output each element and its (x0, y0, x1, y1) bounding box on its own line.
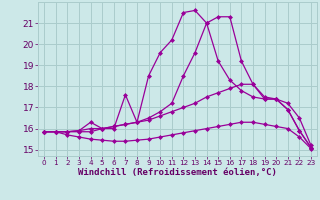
X-axis label: Windchill (Refroidissement éolien,°C): Windchill (Refroidissement éolien,°C) (78, 168, 277, 177)
